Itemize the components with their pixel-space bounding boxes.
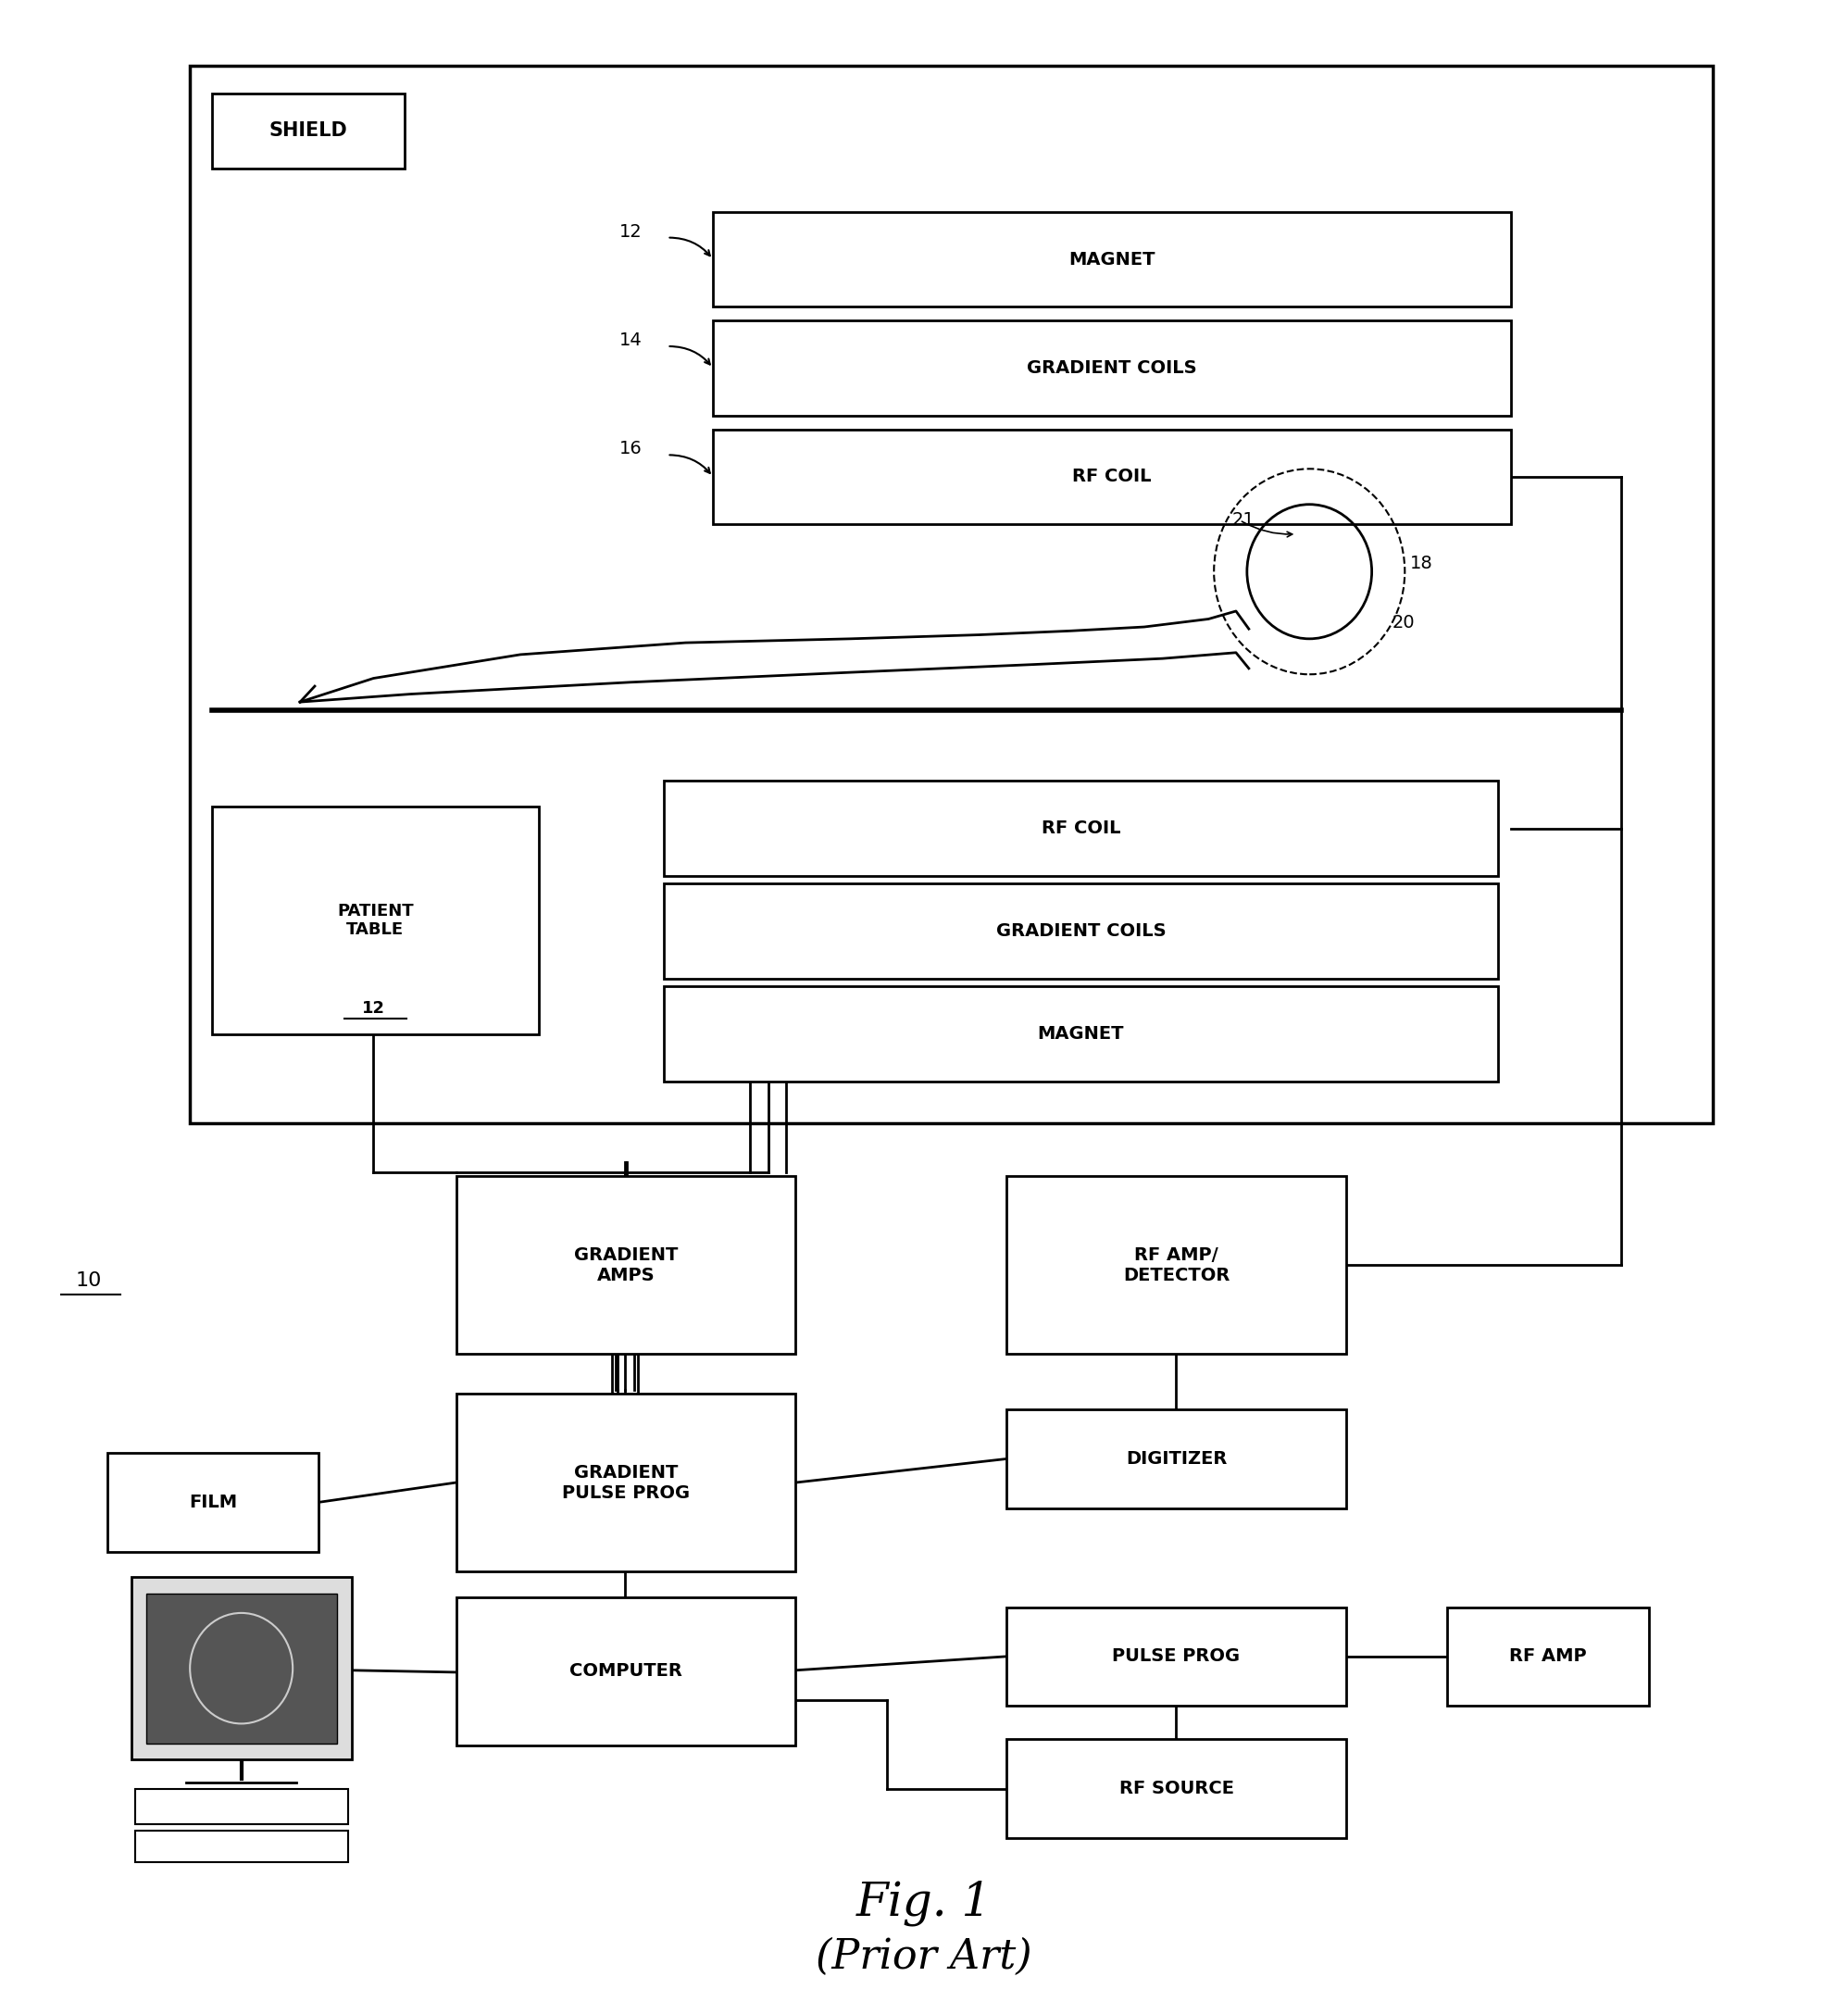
FancyBboxPatch shape: [1447, 1607, 1648, 1707]
Text: RF SOURCE: RF SOURCE: [1118, 1780, 1234, 1798]
FancyBboxPatch shape: [663, 987, 1499, 1082]
Text: RF COIL: RF COIL: [1040, 819, 1120, 837]
Text: 14: 14: [619, 332, 641, 350]
FancyBboxPatch shape: [663, 883, 1499, 979]
Text: Fig. 1: Fig. 1: [856, 1880, 992, 1927]
Text: 20: 20: [1392, 615, 1416, 633]
FancyBboxPatch shape: [713, 320, 1512, 416]
FancyBboxPatch shape: [1007, 1410, 1345, 1508]
Text: RF AMP: RF AMP: [1510, 1647, 1587, 1665]
FancyBboxPatch shape: [663, 782, 1499, 875]
FancyBboxPatch shape: [713, 430, 1512, 525]
Text: PATIENT
TABLE: PATIENT TABLE: [336, 903, 414, 939]
Text: PULSE PROG: PULSE PROG: [1112, 1647, 1240, 1665]
Text: 12: 12: [619, 223, 641, 241]
FancyBboxPatch shape: [1007, 1607, 1345, 1707]
Text: GRADIENT COILS: GRADIENT COILS: [996, 923, 1166, 941]
FancyBboxPatch shape: [135, 1830, 347, 1862]
FancyBboxPatch shape: [456, 1597, 795, 1746]
FancyBboxPatch shape: [190, 66, 1713, 1124]
FancyBboxPatch shape: [135, 1788, 347, 1824]
Text: FILM: FILM: [188, 1494, 237, 1512]
FancyBboxPatch shape: [131, 1577, 351, 1758]
FancyBboxPatch shape: [146, 1593, 336, 1744]
Text: 18: 18: [1410, 555, 1434, 573]
Text: COMPUTER: COMPUTER: [569, 1663, 682, 1681]
FancyBboxPatch shape: [456, 1394, 795, 1571]
Text: 16: 16: [619, 440, 641, 457]
Text: MAGNET: MAGNET: [1068, 251, 1155, 269]
Text: GRADIENT COILS: GRADIENT COILS: [1027, 360, 1198, 376]
Text: RF COIL: RF COIL: [1072, 467, 1151, 485]
Text: MAGNET: MAGNET: [1037, 1024, 1124, 1042]
FancyBboxPatch shape: [713, 213, 1512, 306]
FancyBboxPatch shape: [213, 93, 405, 169]
Text: GRADIENT
AMPS: GRADIENT AMPS: [573, 1247, 678, 1285]
Text: RF AMP/
DETECTOR: RF AMP/ DETECTOR: [1124, 1247, 1229, 1285]
Text: 10: 10: [76, 1271, 102, 1291]
Text: 21: 21: [1233, 511, 1255, 529]
Text: SHIELD: SHIELD: [270, 121, 347, 139]
FancyBboxPatch shape: [1007, 1740, 1345, 1838]
Text: (Prior Art): (Prior Art): [815, 1937, 1033, 1977]
Text: 12: 12: [362, 1000, 384, 1016]
Text: DIGITIZER: DIGITIZER: [1125, 1450, 1227, 1468]
FancyBboxPatch shape: [1007, 1175, 1345, 1355]
FancyBboxPatch shape: [456, 1175, 795, 1355]
FancyBboxPatch shape: [107, 1452, 318, 1551]
Text: GRADIENT
PULSE PROG: GRADIENT PULSE PROG: [562, 1464, 689, 1502]
FancyBboxPatch shape: [213, 808, 538, 1034]
